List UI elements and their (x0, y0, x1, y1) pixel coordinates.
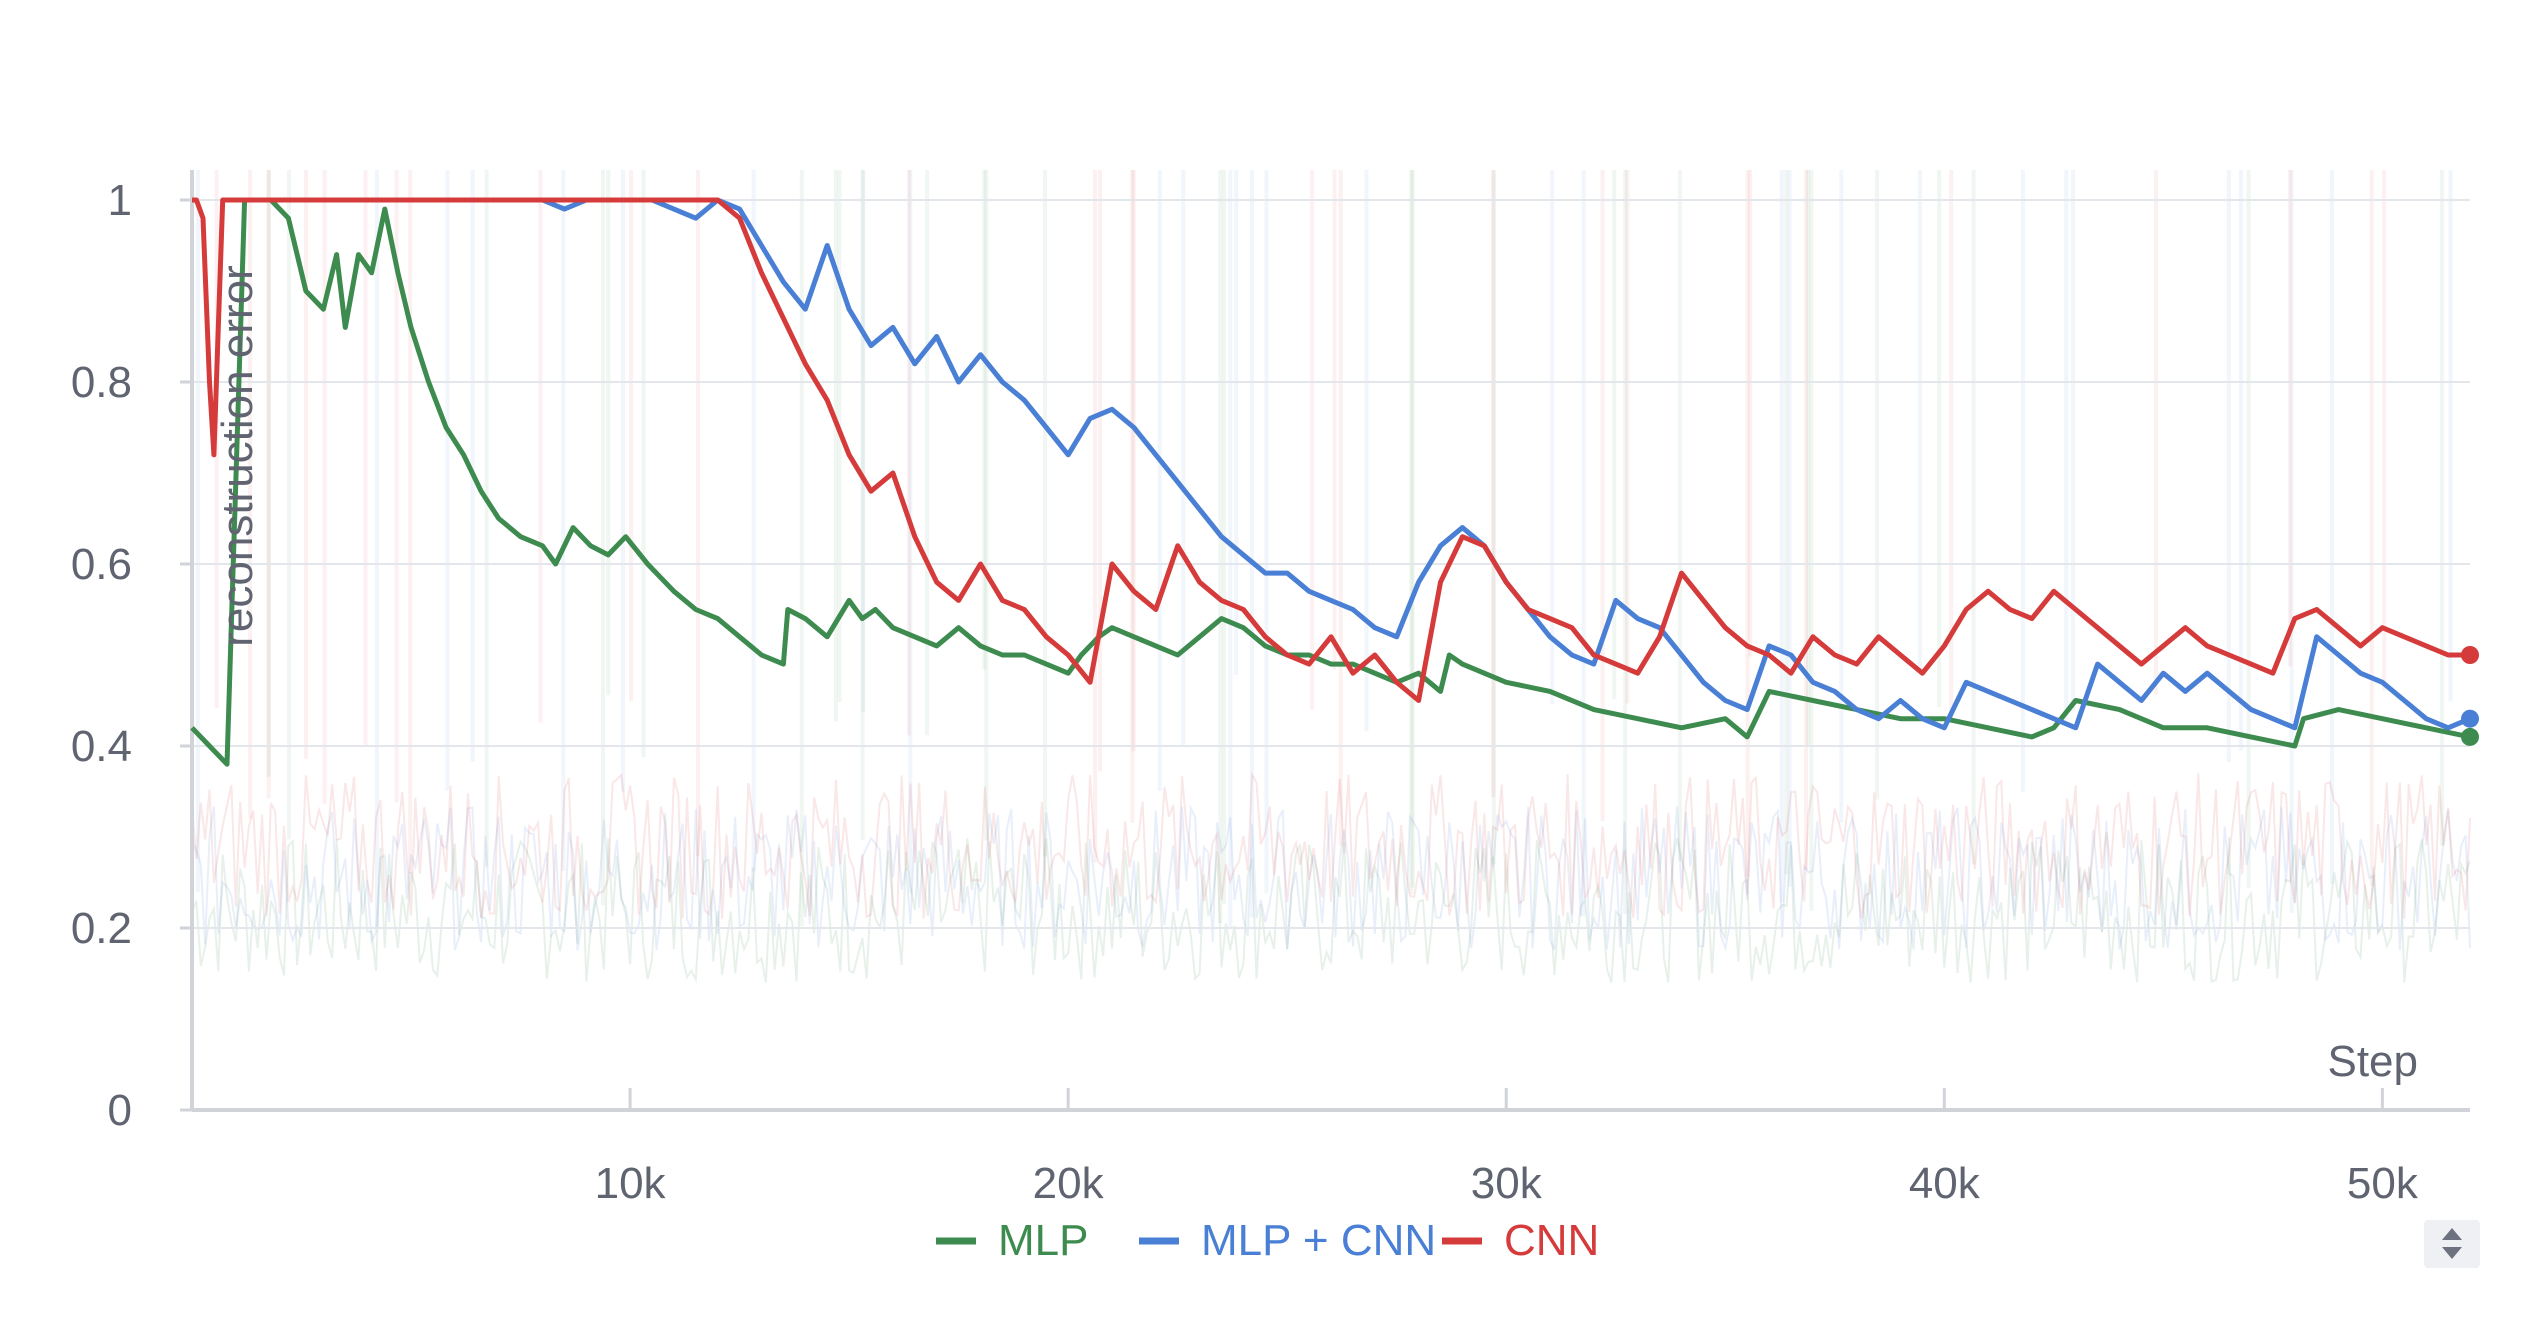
legend-label[interactable]: MLP + CNN (1201, 1216, 1436, 1265)
x-tick-label: 10k (595, 1159, 667, 1208)
y-tick-label: 0.6 (71, 540, 132, 589)
series-line-mlp[interactable] (190, 197, 2471, 767)
series-lines (190, 197, 2479, 767)
y-tick-label: 0.8 (71, 358, 132, 407)
series-endpoint (2461, 727, 2479, 746)
axis-labels: Step reconstruction error (213, 265, 2418, 1086)
series-line-mlp-cnn[interactable] (541, 197, 2471, 731)
noise-trace (191, 770, 2471, 919)
raw-noise-layer (191, 170, 2471, 984)
y-tick-label: 0.2 (71, 904, 132, 953)
chevron-up-icon[interactable] (2442, 1228, 2462, 1240)
legend-label[interactable]: MLP (998, 1216, 1088, 1265)
y-axis-title: reconstruction error (213, 265, 262, 646)
x-axis-title: Step (2327, 1037, 2418, 1086)
series-line-cnn[interactable] (192, 197, 2470, 703)
axes: 0 0.2 0.4 0.6 0.8 1 10k 20k 30k 40k 50k (71, 170, 2470, 1208)
x-tick-label: 40k (1909, 1159, 1981, 1208)
noise-trace (191, 837, 2471, 984)
legend-label[interactable]: CNN (1504, 1216, 1599, 1265)
legend-scroll-control[interactable] (2424, 1220, 2480, 1268)
chevron-down-icon[interactable] (2442, 1247, 2462, 1259)
x-tick-label: 30k (1471, 1159, 1543, 1208)
noise-trace (191, 804, 2471, 953)
y-tick-label: 0 (108, 1086, 132, 1135)
y-tick-label: 0.4 (71, 722, 132, 771)
series-endpoint (2461, 646, 2479, 664)
x-tick-label: 50k (2347, 1159, 2419, 1208)
series-endpoint (2461, 709, 2479, 728)
x-tick-label: 20k (1033, 1159, 1105, 1208)
legend: MLP MLP + CNN CNN (936, 1216, 1599, 1265)
y-tick-label: 1 (108, 176, 132, 225)
